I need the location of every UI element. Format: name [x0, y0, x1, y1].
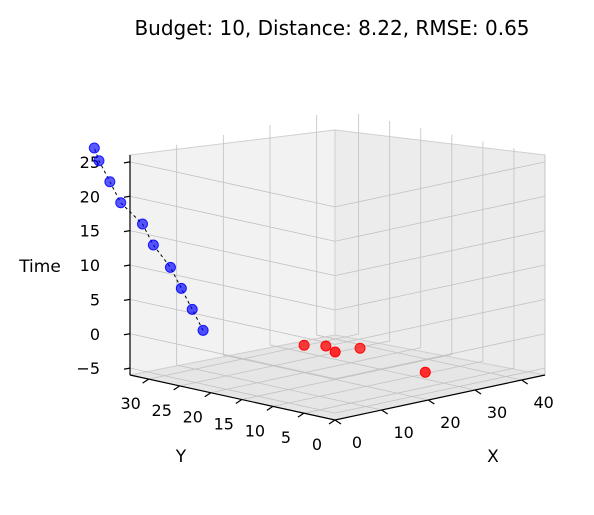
y-gridline [148, 114, 360, 380]
x-tick-label: 40 [533, 393, 553, 412]
x-tick-mark [381, 409, 388, 415]
blue-point [88, 142, 100, 154]
y-gridline [272, 141, 484, 407]
time-tick-label: −5 [76, 359, 100, 378]
red-point [419, 366, 431, 378]
time-tick-mark [123, 333, 131, 336]
y-axis-line [129, 374, 336, 421]
x-tick-mark [474, 389, 482, 395]
y-tick-mark [328, 419, 336, 425]
y-tick-mark [266, 405, 274, 411]
y-gridline [241, 134, 453, 400]
x-tick-label: 10 [393, 423, 413, 442]
y-gridline [210, 127, 422, 394]
blue-point [104, 176, 116, 188]
trajectory-line [93, 147, 204, 331]
x-tick-label: 20 [440, 413, 460, 432]
y-tick-mark [204, 392, 212, 398]
time-tick-mark [123, 298, 131, 301]
time-gridline [129, 264, 546, 311]
time-gridline [129, 230, 546, 277]
time-tick-label: 10 [80, 256, 100, 275]
y-tick-label: 5 [281, 428, 291, 447]
x-tick-mark [428, 399, 435, 405]
y-tick-label: 0 [312, 435, 322, 454]
y-tick-label: 10 [245, 421, 265, 440]
y-gridline [303, 148, 515, 414]
blue-point [197, 324, 209, 336]
time-gridline [129, 161, 546, 208]
chart-title: Budget: 10, Distance: 8.22, RMSE: 0.65 [134, 16, 529, 40]
time-tick-mark [123, 264, 131, 267]
right-back-pane [334, 129, 546, 376]
y-tick-mark [297, 412, 305, 418]
x-gridline [316, 115, 522, 381]
x-axis-line [334, 374, 546, 421]
x-gridline [222, 135, 429, 401]
time-axis-label: Time [18, 257, 61, 277]
y-tick-label: 30 [120, 394, 140, 413]
red-point [329, 346, 341, 358]
time-gridline [129, 298, 546, 345]
x-tick-mark [521, 379, 528, 385]
left-back-pane [129, 129, 336, 376]
red-point [298, 339, 310, 351]
blue-point [93, 155, 105, 167]
y-tick-mark [173, 385, 181, 391]
blue-point [186, 303, 198, 315]
red-point [320, 340, 332, 352]
blue-point [115, 197, 127, 209]
red-point [354, 342, 366, 354]
time-tick-mark [123, 230, 131, 233]
time-tick-label: 20 [80, 187, 100, 206]
x-gridline [269, 125, 476, 391]
y-tick-mark [235, 399, 243, 405]
x-gridline [176, 145, 382, 411]
blue-point [147, 239, 159, 251]
time-tick-label: 15 [80, 222, 100, 241]
y-tick-mark [142, 378, 149, 384]
y-axis-label: Y [175, 447, 187, 467]
blue-point [175, 282, 187, 294]
blue-point [164, 261, 176, 273]
time-tick-mark [123, 367, 131, 370]
time-gridline [129, 333, 546, 380]
time-tick-mark [123, 195, 131, 198]
x-tick-label: 30 [487, 403, 507, 422]
time-gridline [129, 367, 546, 414]
x-tick-mark [334, 419, 342, 425]
y-tick-label: 20 [183, 408, 203, 427]
y-tick-label: 25 [152, 401, 172, 420]
x-axis-label: X [487, 447, 499, 467]
time-gridline [129, 195, 546, 242]
time-tick-mark [123, 161, 131, 164]
blue-point [136, 218, 148, 230]
y-tick-label: 15 [214, 415, 234, 434]
series-layer [88, 142, 431, 378]
x-tick-label: 0 [352, 433, 362, 452]
time-tick-label: 5 [90, 290, 100, 309]
time-tick-label: 0 [90, 325, 100, 344]
y-gridline [179, 120, 391, 387]
